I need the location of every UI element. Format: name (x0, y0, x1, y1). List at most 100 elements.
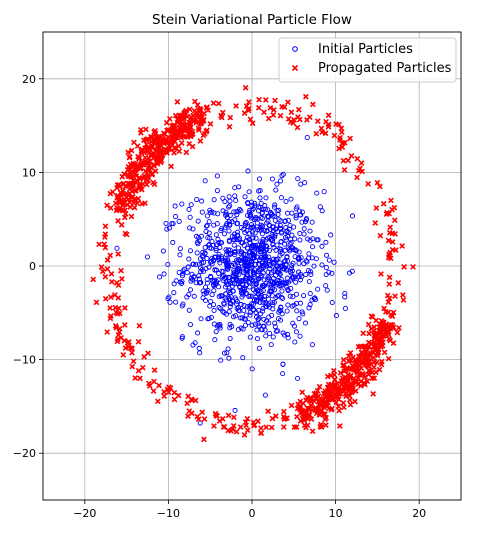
propagated-particle-point (367, 368, 374, 375)
propagated-particle-point (243, 103, 250, 109)
propagated-particle-point (341, 404, 347, 411)
propagated-particle-point (187, 124, 194, 131)
initial-particle-point (290, 294, 296, 300)
initial-particle-point (258, 222, 264, 228)
initial-particle-point (228, 280, 234, 286)
initial-particle-point (308, 271, 314, 277)
initial-particle-point (309, 244, 316, 250)
initial-particle-point (301, 293, 307, 299)
propagated-particle-point (399, 243, 405, 249)
propagated-particle-point (178, 134, 184, 141)
initial-particle-point (181, 266, 187, 272)
initial-particle-point (173, 299, 179, 305)
propagated-particle-point (132, 167, 139, 173)
propagated-particle-point (136, 322, 143, 329)
propagated-particle-point (303, 397, 309, 404)
initial-particle-point (290, 260, 296, 266)
initial-particle-point (261, 316, 267, 322)
propagated-particle-point (315, 405, 322, 412)
initial-particle-point (285, 217, 292, 224)
initial-particle-point (259, 247, 265, 253)
initial-particle-point (259, 282, 266, 289)
propagated-particle-point (226, 123, 233, 130)
initial-particle-point (212, 337, 218, 343)
propagated-particle-point (373, 359, 380, 366)
propagated-particle-point (138, 165, 144, 172)
initial-particle-point (227, 297, 233, 303)
initial-particle-point (219, 293, 225, 299)
propagated-particle-point (314, 118, 321, 125)
initial-particle-point (265, 296, 271, 302)
initial-particle-point (267, 331, 273, 337)
propagated-particle-point (135, 195, 142, 202)
initial-particle-point (278, 195, 285, 201)
initial-particle-point (187, 287, 194, 293)
initial-particle-point (246, 189, 252, 195)
propagated-particle-point (371, 332, 378, 339)
initial-particle-point (256, 275, 262, 281)
propagated-particle-point (146, 380, 152, 387)
initial-particle-point (249, 258, 255, 265)
initial-particle-point (272, 234, 278, 240)
initial-particle-point (246, 276, 252, 282)
propagated-particle-point (394, 329, 401, 336)
initial-particle-point (263, 206, 269, 212)
initial-particle-point (241, 242, 247, 248)
initial-particle-point (283, 280, 290, 286)
propagated-particle-point (354, 155, 361, 162)
initial-particle-point (253, 286, 259, 292)
propagated-particle-point (309, 428, 316, 435)
initial-particle-point (179, 303, 185, 309)
initial-particle-point (283, 262, 289, 268)
initial-particle-point (309, 219, 315, 225)
propagated-particle-point (182, 109, 188, 115)
initial-particle-point (251, 287, 257, 293)
initial-particle-point (225, 346, 231, 352)
propagated-particle-point (127, 166, 133, 173)
propagated-particle-point (299, 389, 306, 396)
initial-particle-point (253, 278, 259, 284)
initial-particle-point (235, 327, 242, 333)
initial-particle-point (211, 197, 217, 203)
propagated-particle-point (147, 167, 153, 173)
initial-particle-point (307, 291, 313, 297)
initial-particle-point (309, 342, 315, 348)
initial-particle-point (272, 287, 278, 293)
initial-particle-point (194, 196, 200, 203)
initial-particle-point (265, 207, 271, 213)
propagated-particle-point (225, 412, 232, 419)
initial-particle-point (277, 178, 284, 184)
initial-particle-point (287, 241, 293, 247)
initial-particle-point (232, 217, 238, 223)
propagated-particle-point (258, 430, 265, 437)
initial-particle-point (233, 209, 239, 215)
propagated-particle-point (125, 149, 131, 156)
propagated-particle-point (372, 220, 379, 226)
propagated-particle-point (90, 276, 97, 283)
initial-particle-point (242, 322, 249, 328)
initial-particle-point (256, 261, 262, 267)
propagated-particle-point (144, 136, 151, 142)
propagated-particle-point (184, 113, 191, 120)
initial-particle-point (242, 194, 248, 200)
propagated-particle-point (245, 107, 252, 114)
initial-particle-point (262, 203, 268, 209)
initial-particle-point (218, 240, 224, 246)
initial-particle-point (227, 212, 233, 219)
initial-particle-point (233, 297, 239, 303)
propagated-particle-point (384, 292, 391, 299)
propagated-particle-point (161, 393, 168, 399)
propagated-particle-point (241, 110, 248, 116)
initial-particle-point (165, 295, 171, 302)
propagated-particle-point (386, 229, 393, 236)
initial-particle-point (199, 260, 205, 266)
propagated-particle-point (152, 136, 159, 143)
propagated-particle-point (138, 149, 145, 156)
initial-particle-point (268, 236, 274, 242)
initial-particle-point (171, 281, 177, 287)
initial-particle-point (329, 270, 335, 276)
initial-particle-point (226, 285, 232, 291)
initial-particle-point (275, 256, 281, 262)
initial-particle-point (285, 230, 291, 236)
propagated-particle-point (374, 179, 381, 186)
